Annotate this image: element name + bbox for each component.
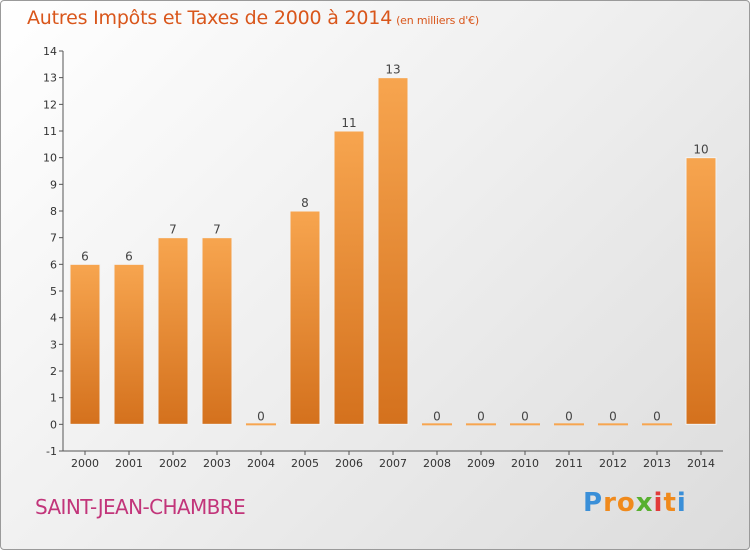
bar bbox=[113, 263, 145, 425]
data-label: 0 bbox=[521, 409, 529, 423]
bar bbox=[642, 423, 672, 426]
bar bbox=[422, 423, 452, 426]
data-label: 0 bbox=[433, 409, 441, 423]
bar bbox=[598, 423, 628, 426]
bar bbox=[554, 423, 584, 426]
y-tick-label: 0 bbox=[50, 418, 57, 431]
x-tick-label: 2006 bbox=[335, 457, 363, 470]
data-label: 8 bbox=[301, 196, 309, 210]
bar bbox=[333, 130, 365, 425]
bar bbox=[201, 237, 233, 425]
logo-letter: i bbox=[653, 488, 664, 518]
x-tick-label: 2013 bbox=[643, 457, 671, 470]
proxiti-logo[interactable]: Proxiti bbox=[583, 488, 687, 518]
logo-letter: r bbox=[603, 488, 617, 518]
y-tick-label: 5 bbox=[50, 285, 57, 298]
y-tick-label: 1 bbox=[50, 392, 57, 405]
chart-title-unit: (en milliers d'€) bbox=[396, 14, 479, 27]
logo-letter: P bbox=[583, 488, 604, 518]
x-tick-label: 2009 bbox=[467, 457, 495, 470]
data-label: 7 bbox=[169, 223, 177, 237]
bar bbox=[685, 157, 717, 425]
y-tick-label: 4 bbox=[50, 312, 57, 325]
logo-letter: x bbox=[635, 488, 654, 518]
data-label: 6 bbox=[81, 249, 89, 263]
x-tick-label: 2002 bbox=[159, 457, 187, 470]
y-tick-label: -1 bbox=[46, 445, 57, 458]
y-tick-label: 8 bbox=[50, 205, 57, 218]
data-label: 13 bbox=[385, 63, 400, 77]
logo-letter: t bbox=[663, 488, 677, 518]
bar bbox=[466, 423, 496, 426]
chart-title: Autres Impôts et Taxes de 2000 à 2014 (en… bbox=[27, 7, 479, 29]
x-tick-label: 2007 bbox=[379, 457, 407, 470]
x-tick-label: 2012 bbox=[599, 457, 627, 470]
data-label: 0 bbox=[609, 409, 617, 423]
y-tick-label: 13 bbox=[43, 72, 57, 85]
x-tick-label: 2000 bbox=[71, 457, 99, 470]
logo-letter: i bbox=[676, 488, 687, 518]
x-tick-label: 2001 bbox=[115, 457, 143, 470]
data-label: 0 bbox=[477, 409, 485, 423]
x-tick-label: 2008 bbox=[423, 457, 451, 470]
data-label: 6 bbox=[125, 249, 133, 263]
y-tick-label: 7 bbox=[50, 232, 57, 245]
y-tick-label: 3 bbox=[50, 338, 57, 351]
y-tick-label: 14 bbox=[43, 45, 57, 58]
x-tick-label: 2005 bbox=[291, 457, 319, 470]
y-tick-label: 9 bbox=[50, 178, 57, 191]
bar bbox=[289, 210, 321, 425]
y-tick-label: 10 bbox=[43, 152, 57, 165]
data-label: 11 bbox=[341, 116, 356, 130]
x-tick-label: 2004 bbox=[247, 457, 275, 470]
x-tick-label: 2011 bbox=[555, 457, 583, 470]
bar bbox=[510, 423, 540, 426]
x-tick-label: 2014 bbox=[687, 457, 715, 470]
x-tick-label: 2010 bbox=[511, 457, 539, 470]
data-label: 10 bbox=[693, 143, 708, 157]
data-label: 0 bbox=[565, 409, 573, 423]
y-tick-label: 12 bbox=[43, 98, 57, 111]
x-tick-label: 2003 bbox=[203, 457, 231, 470]
bar bbox=[157, 237, 189, 425]
bars: 6 6 7 7 0 8 11 13 0 0 0 0 0 0 10 bbox=[69, 63, 717, 426]
bar bbox=[246, 423, 276, 426]
bar bbox=[69, 263, 101, 425]
y-tick-label: 6 bbox=[50, 258, 57, 271]
commune-name: SAINT-JEAN-CHAMBRE bbox=[35, 495, 246, 519]
chart-title-main: Autres Impôts et Taxes de 2000 à 2014 bbox=[27, 7, 393, 29]
data-label: 0 bbox=[653, 409, 661, 423]
y-tick-label: 2 bbox=[50, 365, 57, 378]
logo-letter: o bbox=[616, 488, 636, 518]
data-label: 0 bbox=[257, 409, 265, 423]
data-label: 7 bbox=[213, 223, 221, 237]
bar bbox=[377, 77, 409, 425]
y-tick-label: 11 bbox=[43, 125, 57, 138]
